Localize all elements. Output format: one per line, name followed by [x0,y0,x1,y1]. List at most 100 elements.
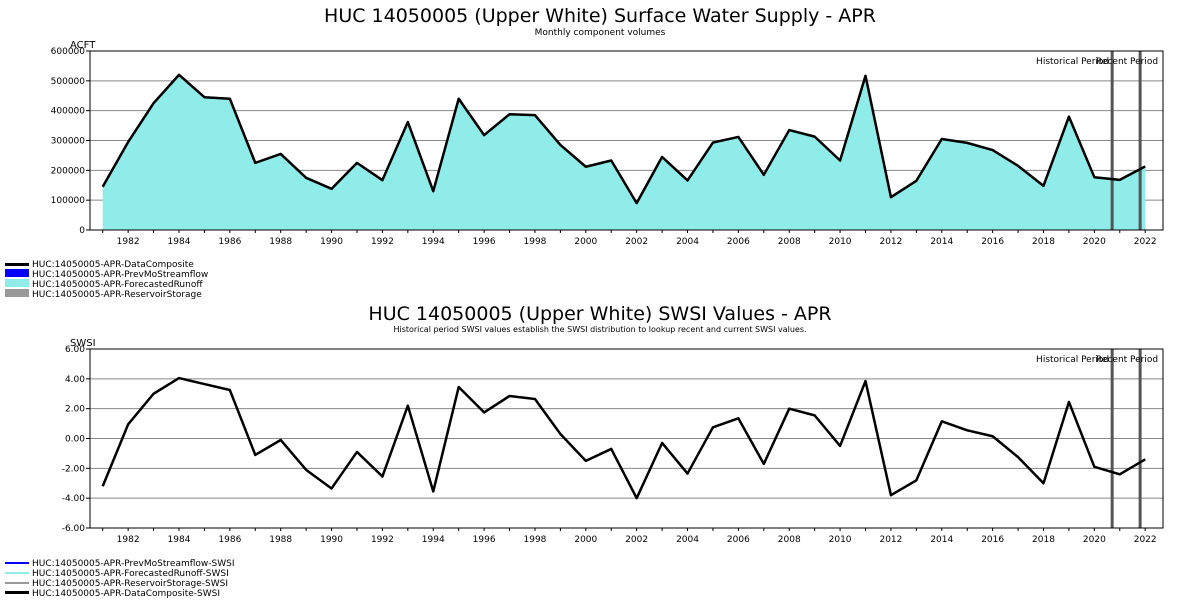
chart2-y-ticks: -6.00 -4.00 -2.00 0.00 2.00 4.00 6.00 [62,345,90,534]
chart2-recent-period-label: Recent Period [1096,355,1158,365]
x-tick-label: 2002 [625,535,648,545]
y-tick-label: -4.00 [62,494,86,504]
x-tick-label: 2016 [981,237,1004,247]
legend-swatch-reservoir-storage [5,289,29,297]
x-tick-label: 1990 [320,535,343,545]
x-tick-label: 1994 [422,535,445,545]
legend-swatch-prev-mo-streamflow [5,269,29,277]
x-tick-label: 2004 [676,535,699,545]
y-tick-label: 600000 [51,47,86,57]
chart2-gridlines [90,348,1163,529]
x-tick-label: 2006 [727,237,750,247]
x-tick-label: 2014 [930,535,953,545]
chart2-historical-period-label: Historical Period [1036,355,1109,365]
chart2-title: HUC 14050005 (Upper White) SWSI Values -… [368,303,831,325]
x-tick-label: 2010 [829,237,852,247]
x-tick-label: 2016 [981,535,1004,545]
x-tick-label: 2000 [574,535,597,545]
y-tick-label: 200000 [51,166,86,176]
legend-swatch-data-composite-swsi [5,591,29,594]
x-tick-label: 2018 [1032,535,1055,545]
legend-swatch-forecasted-runoff [5,279,29,287]
legend-item-reservoir-storage-swsi: HUC:14050005-APR-ReservoirStorage-SWSI [5,579,228,589]
x-tick-label: 1992 [371,237,394,247]
legend-item-prev-mo-streamflow: HUC:14050005-APR-PrevMoStreamflow [5,269,208,280]
legend-item-forecasted-runoff: HUC:14050005-APR-ForecastedRunoff [5,279,203,290]
chart2-subtitle: Historical period SWSI values establish … [393,325,806,334]
legend-label-reservoir-storage-swsi: HUC:14050005-APR-ReservoirStorage-SWSI [32,579,228,589]
y-tick-label: 6.00 [65,345,85,355]
x-tick-label: 2020 [1083,535,1106,545]
legend-item-data-composite-swsi: HUC:14050005-APR-DataComposite-SWSI [5,589,220,599]
y-tick-label: 300000 [51,137,86,147]
chart1-subtitle: Monthly component volumes [535,28,666,38]
x-tick-label: 1998 [524,535,547,545]
legend-item-prev-mo-streamflow-swsi: HUC:14050005-APR-PrevMoStreamflow-SWSI [5,559,234,569]
x-tick-label: 2008 [778,237,801,247]
x-tick-label: 2018 [1032,237,1055,247]
x-tick-label: 2004 [676,237,699,247]
x-tick-label: 1992 [371,535,394,545]
legend-label-data-composite: HUC:14050005-APR-DataComposite [32,260,194,270]
x-tick-label: 1984 [168,535,191,545]
legend-label-prev-mo-streamflow: HUC:14050005-APR-PrevMoStreamflow [32,270,208,280]
surface-water-supply-chart: HUC 14050005 (Upper White) Surface Water… [51,5,1164,247]
legend-item-reservoir-storage: HUC:14050005-APR-ReservoirStorage [5,289,202,300]
chart1-title: HUC 14050005 (Upper White) Surface Water… [324,5,876,27]
x-tick-label: 2022 [1134,535,1157,545]
x-tick-label: 2000 [574,237,597,247]
x-tick-label: 2020 [1083,237,1106,247]
x-tick-label: 2008 [778,535,801,545]
x-tick-label: 1988 [269,535,292,545]
y-tick-label: -6.00 [62,524,86,534]
y-tick-label: 4.00 [65,375,85,385]
swsi-values-chart: HUC 14050005 (Upper White) SWSI Values -… [62,303,1164,545]
x-tick-label: 2006 [727,535,750,545]
y-tick-label: 400000 [51,107,86,117]
x-tick-label: 1996 [473,237,496,247]
x-tick-label: 1986 [218,535,241,545]
chart1-historical-period-label: Historical Period [1036,57,1109,67]
legend-label-reservoir-storage: HUC:14050005-APR-ReservoirStorage [32,290,202,300]
x-tick-label: 2012 [879,237,902,247]
y-tick-label: 100000 [51,196,86,206]
legend-swatch-data-composite [5,263,29,266]
x-tick-label: 2012 [879,535,902,545]
y-tick-label: 500000 [51,77,86,87]
x-tick-label: 2002 [625,237,648,247]
x-tick-label: 1994 [422,237,445,247]
legend-swatch-prev-mo-streamflow-swsi [5,562,29,564]
chart2-y-axis-label: SWSI [70,338,96,349]
x-tick-label: 1982 [117,535,140,545]
legend-item-data-composite: HUC:14050005-APR-DataComposite [5,260,194,270]
x-tick-label: 1982 [117,237,140,247]
y-tick-label: 0 [79,226,85,236]
legend-label-prev-mo-streamflow-swsi: HUC:14050005-APR-PrevMoStreamflow-SWSI [32,559,234,569]
y-tick-label: 2.00 [65,405,85,415]
chart1-y-axis-label: ACFT [70,40,96,51]
x-tick-label: 1988 [269,237,292,247]
legend-swatch-forecasted-runoff-swsi [5,572,29,574]
legend-label-forecasted-runoff: HUC:14050005-APR-ForecastedRunoff [32,280,203,290]
x-tick-label: 2014 [930,237,953,247]
legend-label-forecasted-runoff-swsi: HUC:14050005-APR-ForecastedRunoff-SWSI [32,569,229,579]
data-composite-line [101,73,1146,205]
chart1-recent-period-label: Recent Period [1096,57,1158,67]
chart2-legend: HUC:14050005-APR-PrevMoStreamflow-SWSI H… [5,559,234,599]
chart1-x-ticks: 1982 1984 1986 1988 1990 1992 1994 1996 1998 2000… [102,230,1157,247]
x-tick-label: 1990 [320,237,343,247]
x-tick-label: 1996 [473,535,496,545]
x-tick-label: 1984 [168,237,191,247]
data-composite-swsi-line [101,376,1146,500]
chart1-legend: HUC:14050005-APR-DataComposite HUC:14050… [5,260,208,300]
legend-item-forecasted-runoff-swsi: HUC:14050005-APR-ForecastedRunoff-SWSI [5,569,229,579]
x-tick-label: 2010 [829,535,852,545]
y-tick-label: 0.00 [65,435,85,445]
chart2-x-ticks: 1982 1984 1986 1988 1990 1992 1994 1996 1998 2000… [102,528,1157,545]
forecasted-runoff-area [102,74,1146,230]
chart1-y-ticks: 0 100000 200000 300000 400000 500000 600000 [51,47,90,236]
y-tick-label: -2.00 [62,464,86,474]
chart2-period-markers [1110,349,1142,528]
x-tick-label: 2022 [1134,237,1157,247]
